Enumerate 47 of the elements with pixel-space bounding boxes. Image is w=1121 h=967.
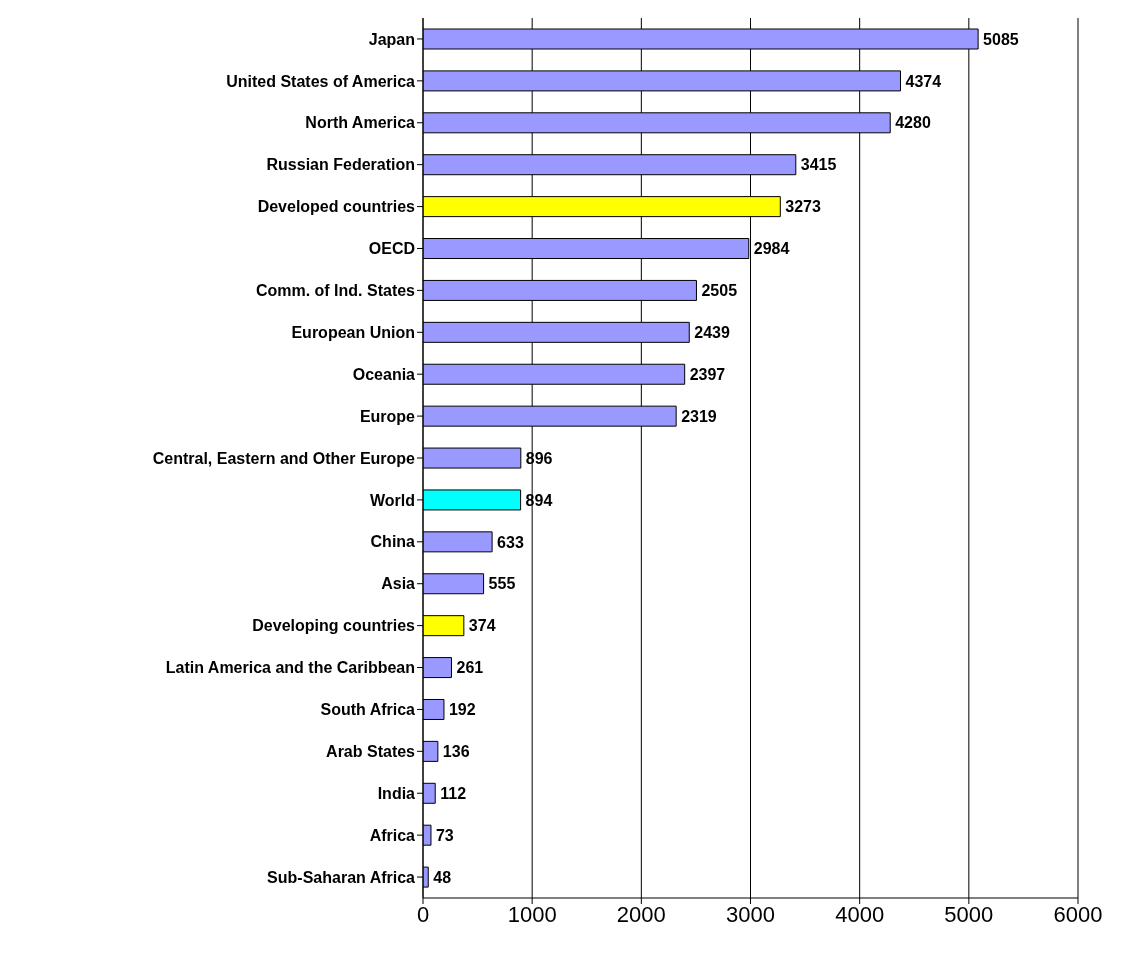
y-tick-label: United States of America <box>226 72 416 90</box>
x-tick-label: 5000 <box>944 901 994 927</box>
data-label: 2984 <box>753 240 790 258</box>
y-tick-label: Africa <box>369 826 416 844</box>
data-label: 2439 <box>694 324 730 342</box>
data-label: 2505 <box>701 282 738 300</box>
x-tick-label: 2000 <box>616 901 666 927</box>
x-tick-label: 4000 <box>835 901 885 927</box>
y-tick-label: European Union <box>291 323 415 341</box>
data-label: 73 <box>435 826 454 844</box>
y-tick-label: Asia <box>381 575 416 593</box>
y-tick-label: Developed countries <box>257 198 416 216</box>
data-label: 374 <box>468 617 496 635</box>
y-tick-label: World <box>369 491 415 509</box>
data-label: 192 <box>448 701 476 719</box>
y-tick-label: China <box>370 533 416 551</box>
x-tick-label: 0 <box>416 901 430 927</box>
y-tick-label: Europe <box>359 407 416 425</box>
y-tick-label: Central, Eastern and Other Europe <box>152 449 416 467</box>
data-label: 4374 <box>905 72 942 90</box>
y-tick-label: Comm. of Ind. States <box>255 282 416 300</box>
y-tick-label: Sub-Saharan Africa <box>267 868 416 886</box>
y-tick-label: South Africa <box>320 701 416 719</box>
data-label: 3415 <box>800 156 837 174</box>
data-label: 555 <box>488 575 516 593</box>
y-tick-label: India <box>377 784 416 802</box>
data-label: 5085 <box>983 30 1019 48</box>
y-tick-label: Latin America and the Caribbean <box>165 659 415 677</box>
y-tick-label: Oceania <box>352 365 416 383</box>
data-label: 261 <box>456 659 484 677</box>
data-label: 3273 <box>785 198 821 216</box>
data-label: 2319 <box>681 407 717 425</box>
y-tick-label: Developing countries <box>252 617 416 635</box>
data-label: 4280 <box>895 114 931 132</box>
x-tick-label: 1000 <box>507 901 557 927</box>
y-tick-label: Arab States <box>326 743 416 761</box>
data-label: 48 <box>433 868 452 886</box>
y-tick-label: OECD <box>368 240 415 258</box>
data-label: 136 <box>442 743 470 761</box>
data-label: 2397 <box>689 365 726 383</box>
x-tick-label: 3000 <box>726 901 775 927</box>
data-label: 633 <box>497 533 524 551</box>
data-label: 112 <box>440 784 467 802</box>
y-tick-label: Russian Federation <box>266 156 415 174</box>
y-tick-label: North America <box>305 114 416 132</box>
x-tick-label: 6000 <box>1053 901 1103 927</box>
y-tick-label: Japan <box>368 30 415 48</box>
